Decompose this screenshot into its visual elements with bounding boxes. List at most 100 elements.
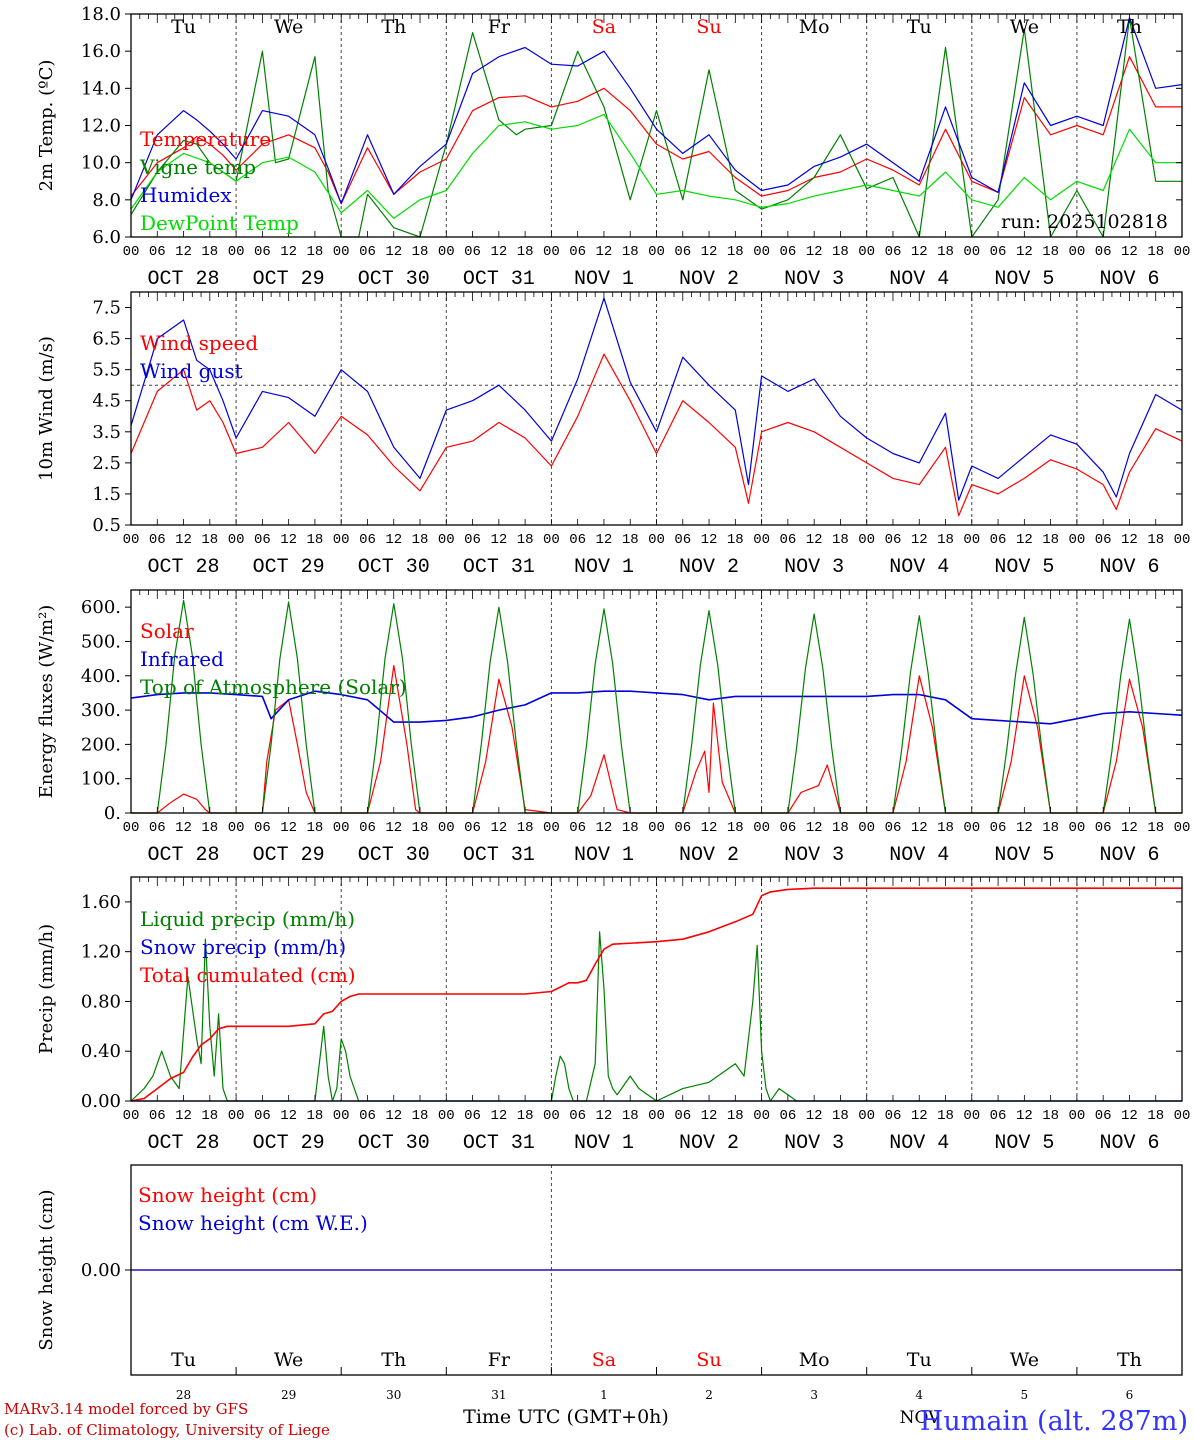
hour-tick-label: 00	[333, 532, 350, 548]
y-tick-label: 4.5	[92, 391, 121, 412]
hour-tick-label: 12	[280, 820, 297, 836]
y-tick-label: 1.60	[81, 892, 121, 913]
day-number-label: 29	[281, 1388, 296, 1402]
y-tick-label: 1.20	[81, 942, 121, 963]
hour-tick-label: 00	[228, 532, 245, 548]
date-label: OCT 30	[358, 556, 430, 579]
hour-tick-label: 06	[149, 244, 166, 260]
y-tick-label: 5.5	[92, 360, 121, 381]
hour-tick-label: 12	[385, 820, 402, 836]
date-label: OCT 28	[148, 268, 220, 291]
hour-tick-label: 00	[963, 1108, 980, 1124]
hour-tick-label: 18	[937, 1108, 954, 1124]
legend-entry: Infrared	[140, 647, 224, 671]
hour-tick-label: 12	[1121, 244, 1138, 260]
hour-tick-label: 06	[885, 820, 902, 836]
series-line-infrared	[130, 690, 1183, 725]
hour-tick-label: 12	[490, 820, 507, 836]
hour-tick-label: 06	[674, 820, 691, 836]
hour-tick-label: 06	[1095, 244, 1112, 260]
day-name-label: Th	[1117, 1349, 1142, 1371]
grid-layer	[131, 14, 1182, 1375]
hour-tick-label: 12	[175, 244, 192, 260]
y-tick-label: 0.40	[81, 1041, 121, 1062]
y-axis-title: Precip (mm/h)	[36, 924, 57, 1054]
y-tick-label: 0.80	[81, 991, 121, 1012]
date-label: NOV 6	[1099, 1132, 1159, 1155]
date-label: OCT 30	[358, 268, 430, 291]
hour-tick-label: 06	[464, 820, 481, 836]
hour-tick-label: 00	[858, 1108, 875, 1124]
hour-tick-label: 12	[490, 1108, 507, 1124]
day-name-label: We	[1010, 1349, 1039, 1371]
hour-tick-label: 12	[911, 820, 928, 836]
hour-tick-label: 00	[858, 820, 875, 836]
x-axis-title: Time UTC (GMT+0h)	[463, 1406, 669, 1428]
date-label: OCT 29	[253, 556, 325, 579]
hour-tick-label: 00	[753, 244, 770, 260]
y-tick-label: 200.	[81, 734, 121, 755]
hour-tick-label: 18	[937, 820, 954, 836]
hour-tick-label: 12	[806, 532, 823, 548]
hour-tick-label: 06	[569, 244, 586, 260]
hour-tick-label: 00	[438, 532, 455, 548]
hour-tick-label: 00	[543, 1108, 560, 1124]
hour-tick-label: 18	[412, 532, 429, 548]
y-axis-title: Snow height (cm)	[36, 1189, 57, 1350]
hour-tick-label: 18	[832, 820, 849, 836]
y-tick-label: 100.	[81, 769, 121, 790]
hour-tick-label: 00	[438, 1108, 455, 1124]
hour-tick-label: 12	[596, 1108, 613, 1124]
y-tick-label: 3.5	[92, 422, 121, 443]
hour-tick-label: 06	[254, 1108, 271, 1124]
legend-entry: Snow precip (mm/h)	[140, 935, 346, 959]
hour-tick-label: 12	[1016, 532, 1033, 548]
hour-tick-label: 06	[990, 532, 1007, 548]
hour-tick-label: 12	[806, 820, 823, 836]
day-name-label: We	[1010, 16, 1039, 38]
hour-tick-label: 18	[517, 244, 534, 260]
y-axis-title: Energy fluxes (W/m²)	[36, 605, 57, 799]
hour-tick-label: 00	[333, 244, 350, 260]
hour-tick-label: 00	[123, 244, 140, 260]
y-tick-label: 6.0	[92, 227, 121, 248]
hour-tick-label: 00	[963, 244, 980, 260]
date-label: OCT 29	[253, 268, 325, 291]
date-label: NOV 3	[784, 844, 844, 867]
hour-tick-label: 06	[990, 1108, 1007, 1124]
date-label: OCT 30	[358, 844, 430, 867]
day-name-label: Th	[1117, 16, 1142, 38]
date-label: OCT 31	[463, 844, 535, 867]
date-label: NOV 2	[679, 844, 739, 867]
y-axis-title: 2m Temp. (ºC)	[36, 60, 57, 192]
day-number-label: 3	[810, 1388, 818, 1402]
hour-tick-label: 06	[464, 1108, 481, 1124]
y-tick-label: 400.	[81, 666, 121, 687]
y-tick-label: 0.	[104, 803, 121, 824]
hour-tick-label: 06	[885, 1108, 902, 1124]
legend-entry: DewPoint Temp	[140, 211, 299, 235]
date-label: NOV 4	[889, 1132, 949, 1155]
hour-tick-label: 12	[385, 1108, 402, 1124]
hour-tick-label: 18	[517, 532, 534, 548]
frame-layer	[125, 13, 1183, 1376]
hour-tick-label: 00	[123, 820, 140, 836]
date-label: NOV 5	[994, 844, 1054, 867]
date-label: NOV 3	[784, 268, 844, 291]
y-tick-label: 7.5	[92, 298, 121, 319]
hour-tick-label: 18	[622, 1108, 639, 1124]
hour-tick-label: 12	[1016, 244, 1033, 260]
hour-tick-label: 18	[307, 1108, 324, 1124]
day-number-label: 5	[1021, 1388, 1029, 1402]
hour-tick-label: 12	[806, 244, 823, 260]
day-name-label: Su	[696, 1349, 721, 1371]
day-name-label: Fr	[488, 16, 511, 38]
hour-tick-label: 00	[648, 1108, 665, 1124]
hour-tick-label: 06	[149, 820, 166, 836]
hour-tick-label: 00	[648, 532, 665, 548]
hour-tick-label: 00	[1174, 1108, 1191, 1124]
day-name-label: Sa	[592, 16, 616, 38]
hour-tick-label: 06	[254, 820, 271, 836]
y-tick-label: 500.	[81, 631, 121, 652]
hour-tick-label: 18	[832, 1108, 849, 1124]
